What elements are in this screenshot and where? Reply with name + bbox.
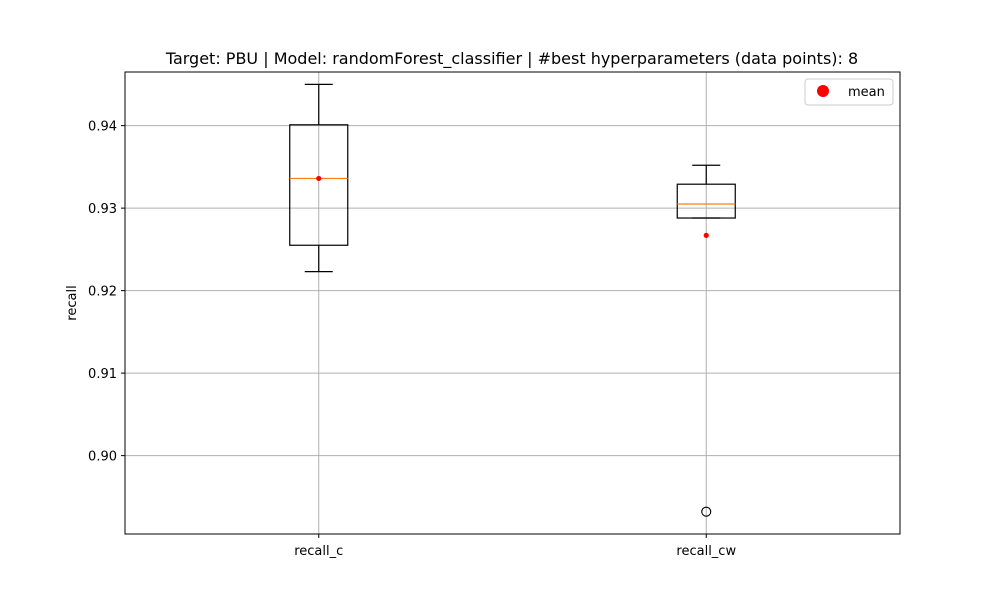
x-tick-label: recall_cw [676, 544, 736, 559]
x-tick-label: recall_c [294, 544, 343, 559]
y-tick-label: 0.94 [88, 120, 117, 135]
legend-mean-marker [817, 85, 829, 97]
y-tick-label: 0.90 [88, 450, 117, 465]
y-axis-label: recall [65, 285, 80, 320]
box-body [676, 183, 736, 219]
y-tick-label: 0.92 [88, 285, 117, 300]
x-axis: recall_c recall_cw [294, 534, 736, 559]
boxes-group [289, 83, 736, 517]
y-axis: 0.90 0.91 0.92 0.93 0.94 [88, 120, 125, 465]
grid [125, 72, 900, 534]
legend-mean-label: mean [848, 85, 885, 100]
legend: mean [804, 78, 894, 106]
plot-frame [124, 71, 901, 535]
mean-point [703, 232, 709, 238]
y-tick-label: 0.91 [88, 367, 117, 382]
mean-point [316, 175, 322, 182]
box-recall_cw [676, 164, 736, 517]
outlier-point [701, 506, 712, 517]
box-recall_c [289, 83, 349, 273]
legend-frame [804, 78, 894, 106]
chart-title: Target: PBU | Model: randomForest_classi… [165, 49, 858, 69]
y-tick-label: 0.93 [88, 202, 117, 217]
box-body [289, 124, 349, 246]
